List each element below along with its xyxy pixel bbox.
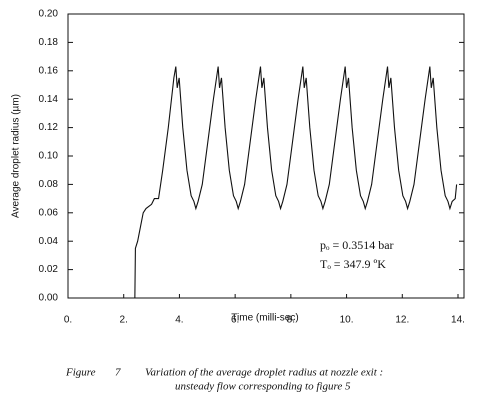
x-tick-label: 6. (231, 315, 239, 326)
y-tick-label: 0.00 (39, 293, 59, 304)
y-tick-label: 0.10 (39, 151, 59, 162)
y-tick-label: 0.02 (39, 264, 59, 275)
x-tick-label: 14. (451, 315, 465, 326)
caption-label: Figure (65, 367, 96, 379)
x-tick-label: 0. (64, 315, 72, 326)
x-tick-label: 8. (287, 315, 295, 326)
plot-frame (67, 13, 465, 299)
y-tick-label: 0.16 (39, 65, 59, 76)
x-tick-label: 2. (120, 315, 128, 326)
y-tick-label: 0.14 (39, 94, 59, 105)
y-tick-label: 0.18 (39, 37, 59, 48)
y-tick-label: 0.04 (39, 236, 59, 247)
caption-text: Variation of the average droplet radius … (145, 367, 383, 379)
y-tick-label: 0.20 (39, 9, 59, 20)
caption-number: 7 (115, 367, 121, 379)
x-tick-label: 12. (395, 315, 409, 326)
y-axis-label: Average droplet radius (µm) (11, 94, 22, 218)
caption-text: unsteady flow corresponding to figure 5 (175, 381, 351, 393)
x-tick-label: 4. (175, 315, 183, 326)
data-line (68, 66, 458, 299)
y-tick-label: 0.12 (39, 122, 59, 133)
x-axis-label: Time (milli-sec) (231, 313, 298, 324)
x-tick-label: 10. (340, 315, 354, 326)
y-tick-label: 0.06 (39, 207, 59, 218)
annotation: pₒ = 0.3514 bar (320, 238, 394, 252)
annotation: Tₒ = 347.9 ºK (320, 257, 386, 271)
y-tick-label: 0.08 (39, 179, 59, 190)
